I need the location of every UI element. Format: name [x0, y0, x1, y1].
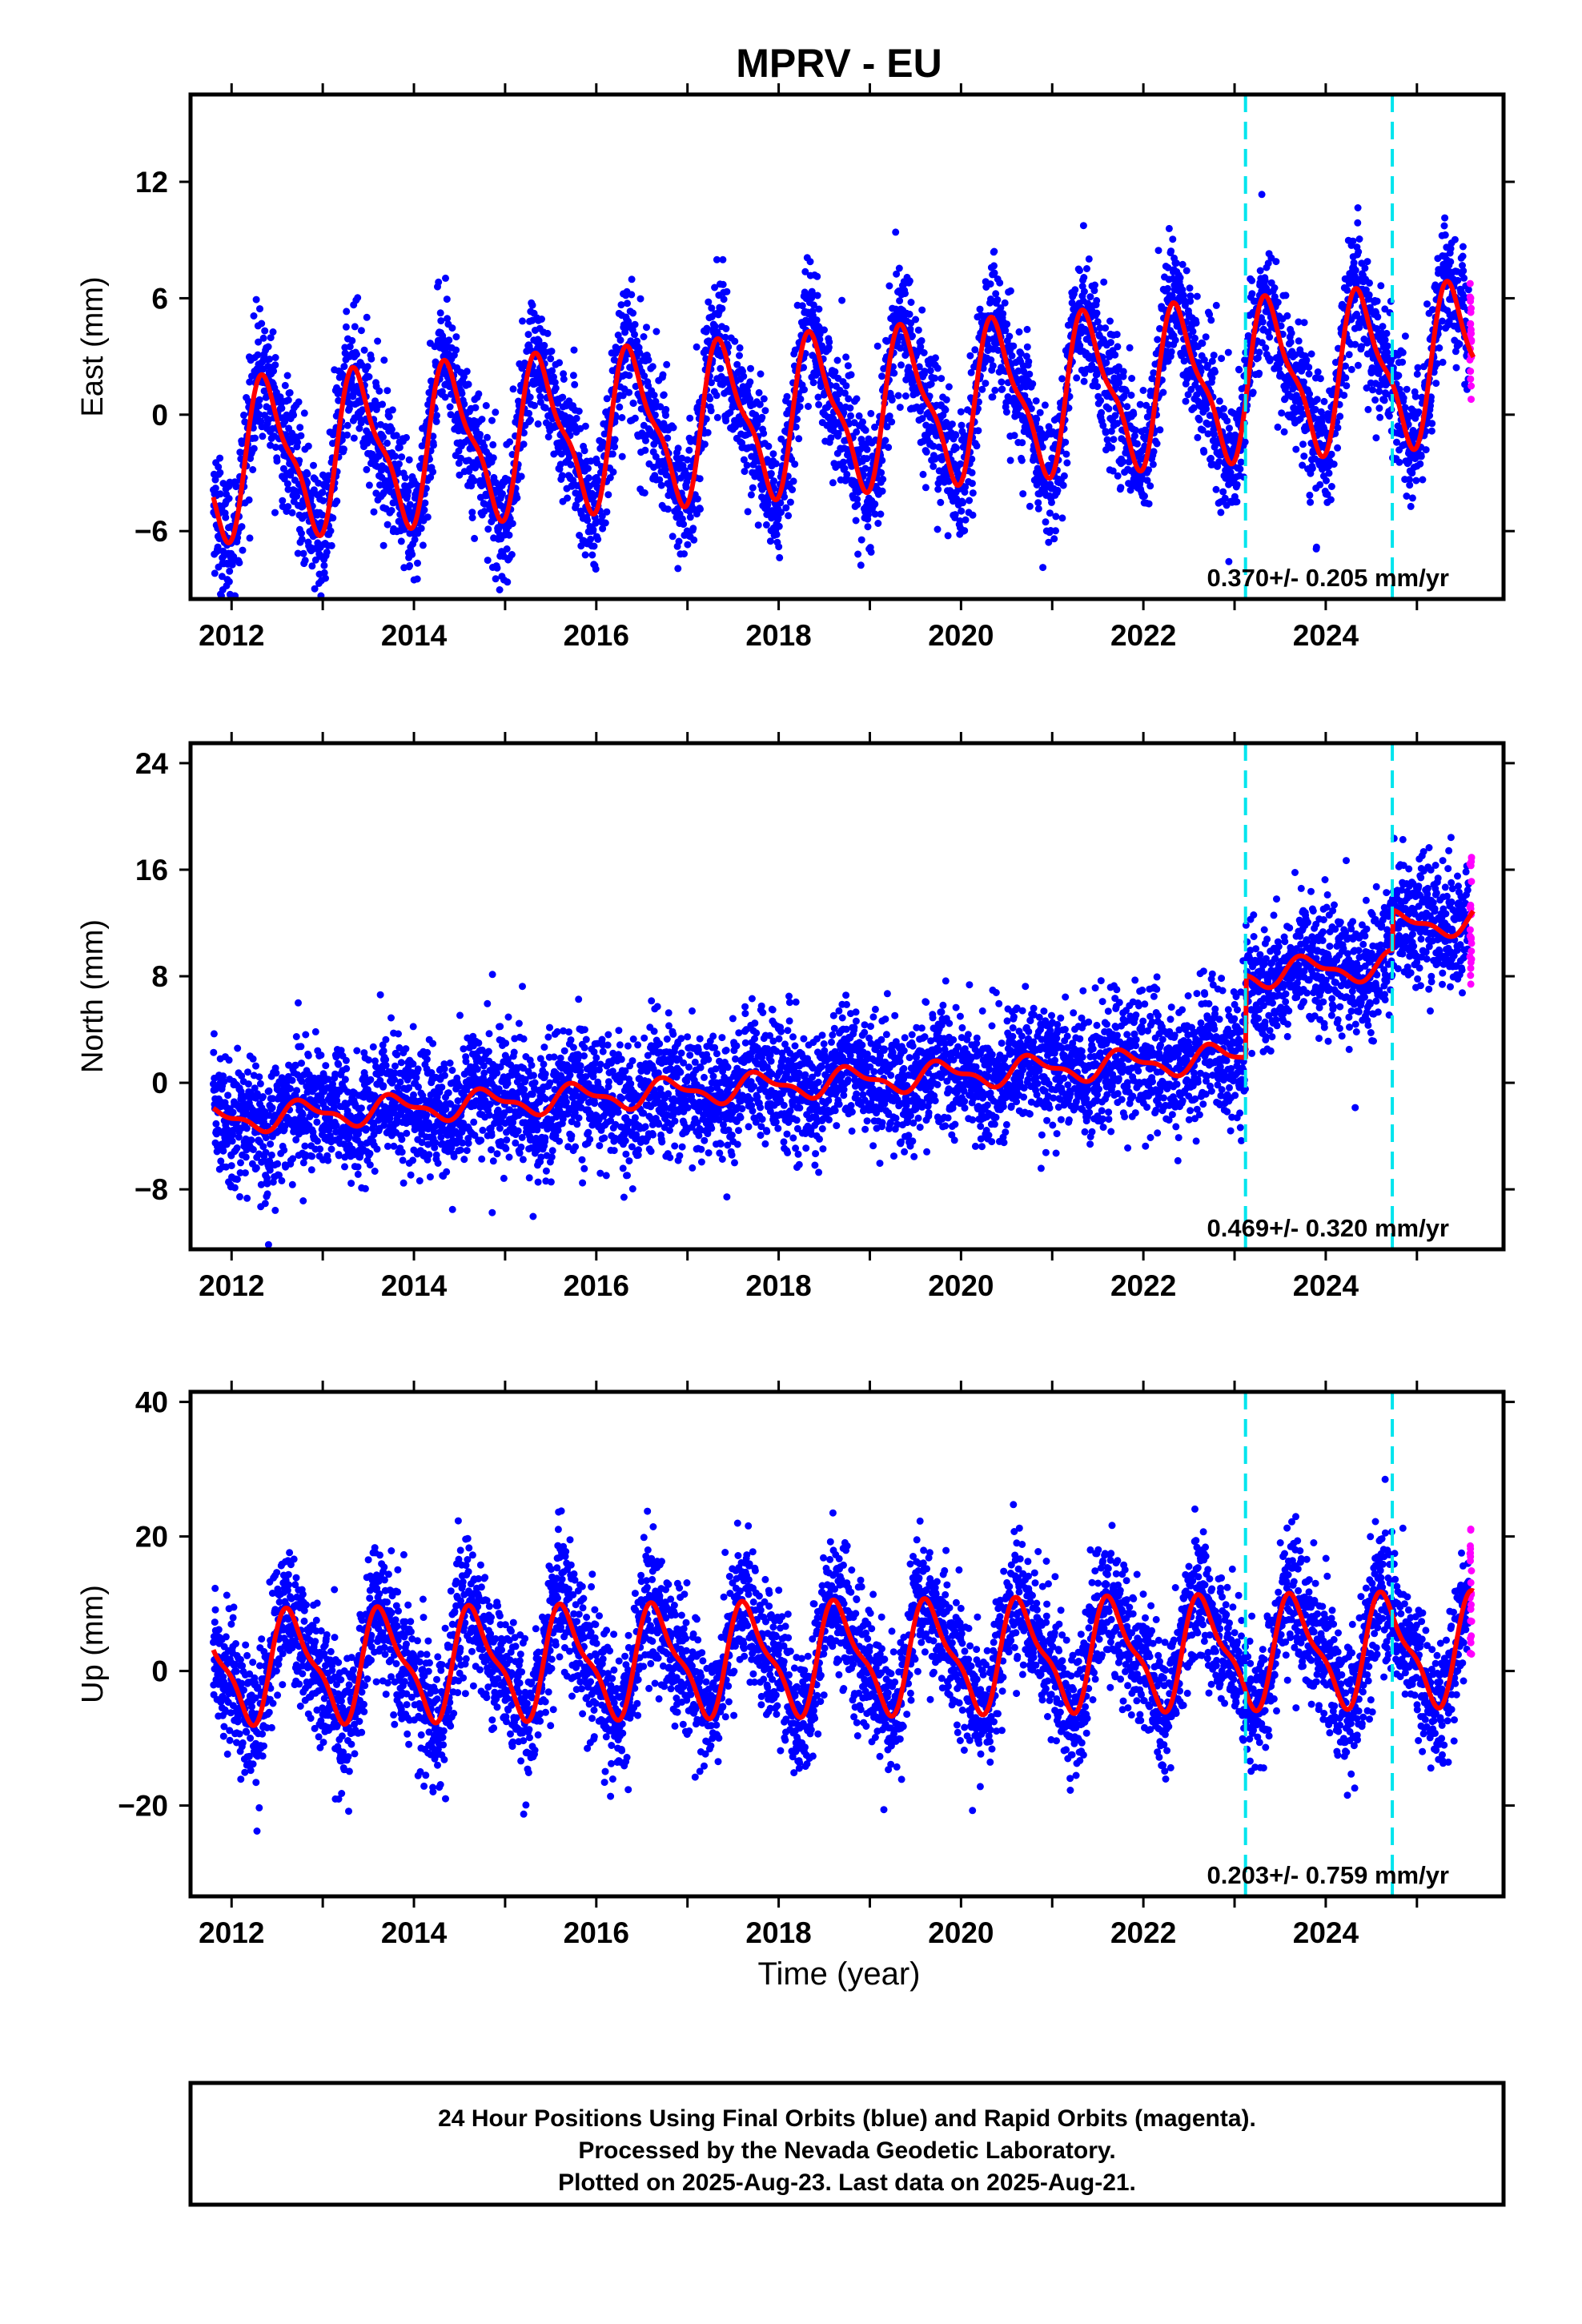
- x-tick-label: 2014: [381, 1916, 448, 1949]
- velocity-label: 0.203+/- 0.759 mm/yr: [1207, 1861, 1449, 1889]
- x-tick-label: 2018: [745, 619, 811, 652]
- model-curve: [211, 1588, 1476, 1728]
- x-tick-label: 2012: [199, 1269, 264, 1302]
- x-axis-label: Time (year): [758, 1956, 921, 1992]
- x-tick-label: 2014: [381, 619, 448, 652]
- x-tick-label: 2020: [928, 619, 994, 652]
- velocity-label: 0.370+/- 0.205 mm/yr: [1207, 564, 1449, 592]
- y-tick-label: −8: [135, 1173, 168, 1206]
- x-tick-label: 2014: [381, 1269, 448, 1302]
- x-tick-label: 2016: [564, 1269, 629, 1302]
- x-tick-label: 2024: [1293, 619, 1359, 652]
- east-panel: 2012 2014 2016 2018 2020 2022 2024 −6 0 6 12 East (…: [76, 83, 1515, 652]
- x-tick-label: 2018: [745, 1269, 811, 1302]
- y-axis-label: North (mm): [76, 919, 110, 1073]
- x-tick-label: 2016: [564, 1916, 629, 1949]
- y-tick-label: 0: [151, 1655, 168, 1688]
- y-axis-label: Up (mm): [76, 1585, 110, 1703]
- up-panel: 2012 2014 2016 2018 2020 2022 2024 −20 0 20 40 Up (…: [76, 1381, 1515, 1949]
- y-tick-label: 20: [135, 1521, 168, 1554]
- x-tick-label: 2022: [1110, 1916, 1176, 1949]
- y-tick-label: −20: [118, 1790, 168, 1823]
- y-axis-label: East (mm): [76, 276, 110, 416]
- footer-line-3: Plotted on 2025-Aug-23. Last data on 202…: [558, 2169, 1136, 2196]
- final-orbit-points: [210, 191, 1473, 599]
- final-orbit-points: [210, 834, 1473, 1248]
- model-curve: [211, 279, 1476, 545]
- rapid-orbit-points: [1466, 854, 1476, 988]
- footer-line-1: 24 Hour Positions Using Final Orbits (bl…: [438, 2105, 1256, 2132]
- y-tick-label: 12: [135, 166, 168, 199]
- plot-frame: [188, 1389, 1506, 1899]
- y-tick-label: 40: [135, 1386, 168, 1419]
- x-tick-label: 2020: [928, 1269, 994, 1302]
- x-tick-label: 2024: [1293, 1916, 1359, 1949]
- final-orbit-points: [210, 1475, 1473, 1835]
- velocity-label: 0.469+/- 0.320 mm/yr: [1207, 1214, 1449, 1242]
- y-tick-label: −6: [135, 515, 168, 548]
- footer-line-2: Processed by the Nevada Geodetic Laborat…: [578, 2137, 1115, 2164]
- x-tick-label: 2018: [745, 1916, 811, 1949]
- x-tick-label: 2022: [1110, 1269, 1176, 1302]
- footer-box: [188, 2081, 1506, 2207]
- y-tick-label: 0: [151, 1067, 168, 1100]
- x-tick-label: 2020: [928, 1916, 994, 1949]
- plot-frame: [188, 741, 1506, 1252]
- model-curve: [211, 907, 1476, 1135]
- figure-title: MPRV - EU: [736, 41, 942, 86]
- x-tick-label: 2012: [199, 619, 264, 652]
- y-tick-label: 16: [135, 854, 168, 887]
- x-tick-label: 2022: [1110, 619, 1176, 652]
- y-tick-label: 6: [151, 282, 168, 315]
- y-tick-label: 24: [135, 747, 169, 780]
- x-tick-label: 2016: [564, 619, 629, 652]
- x-tick-label: 2012: [199, 1916, 264, 1949]
- rapid-orbit-points: [1466, 279, 1476, 404]
- y-tick-label: 8: [151, 960, 168, 993]
- plot-frame: [188, 92, 1506, 601]
- x-tick-label: 2024: [1293, 1269, 1359, 1302]
- y-tick-label: 0: [151, 399, 168, 432]
- north-panel: 2012 2014 2016 2018 2020 2022 2024 −8 0 8 16 24 Nort…: [76, 732, 1515, 1302]
